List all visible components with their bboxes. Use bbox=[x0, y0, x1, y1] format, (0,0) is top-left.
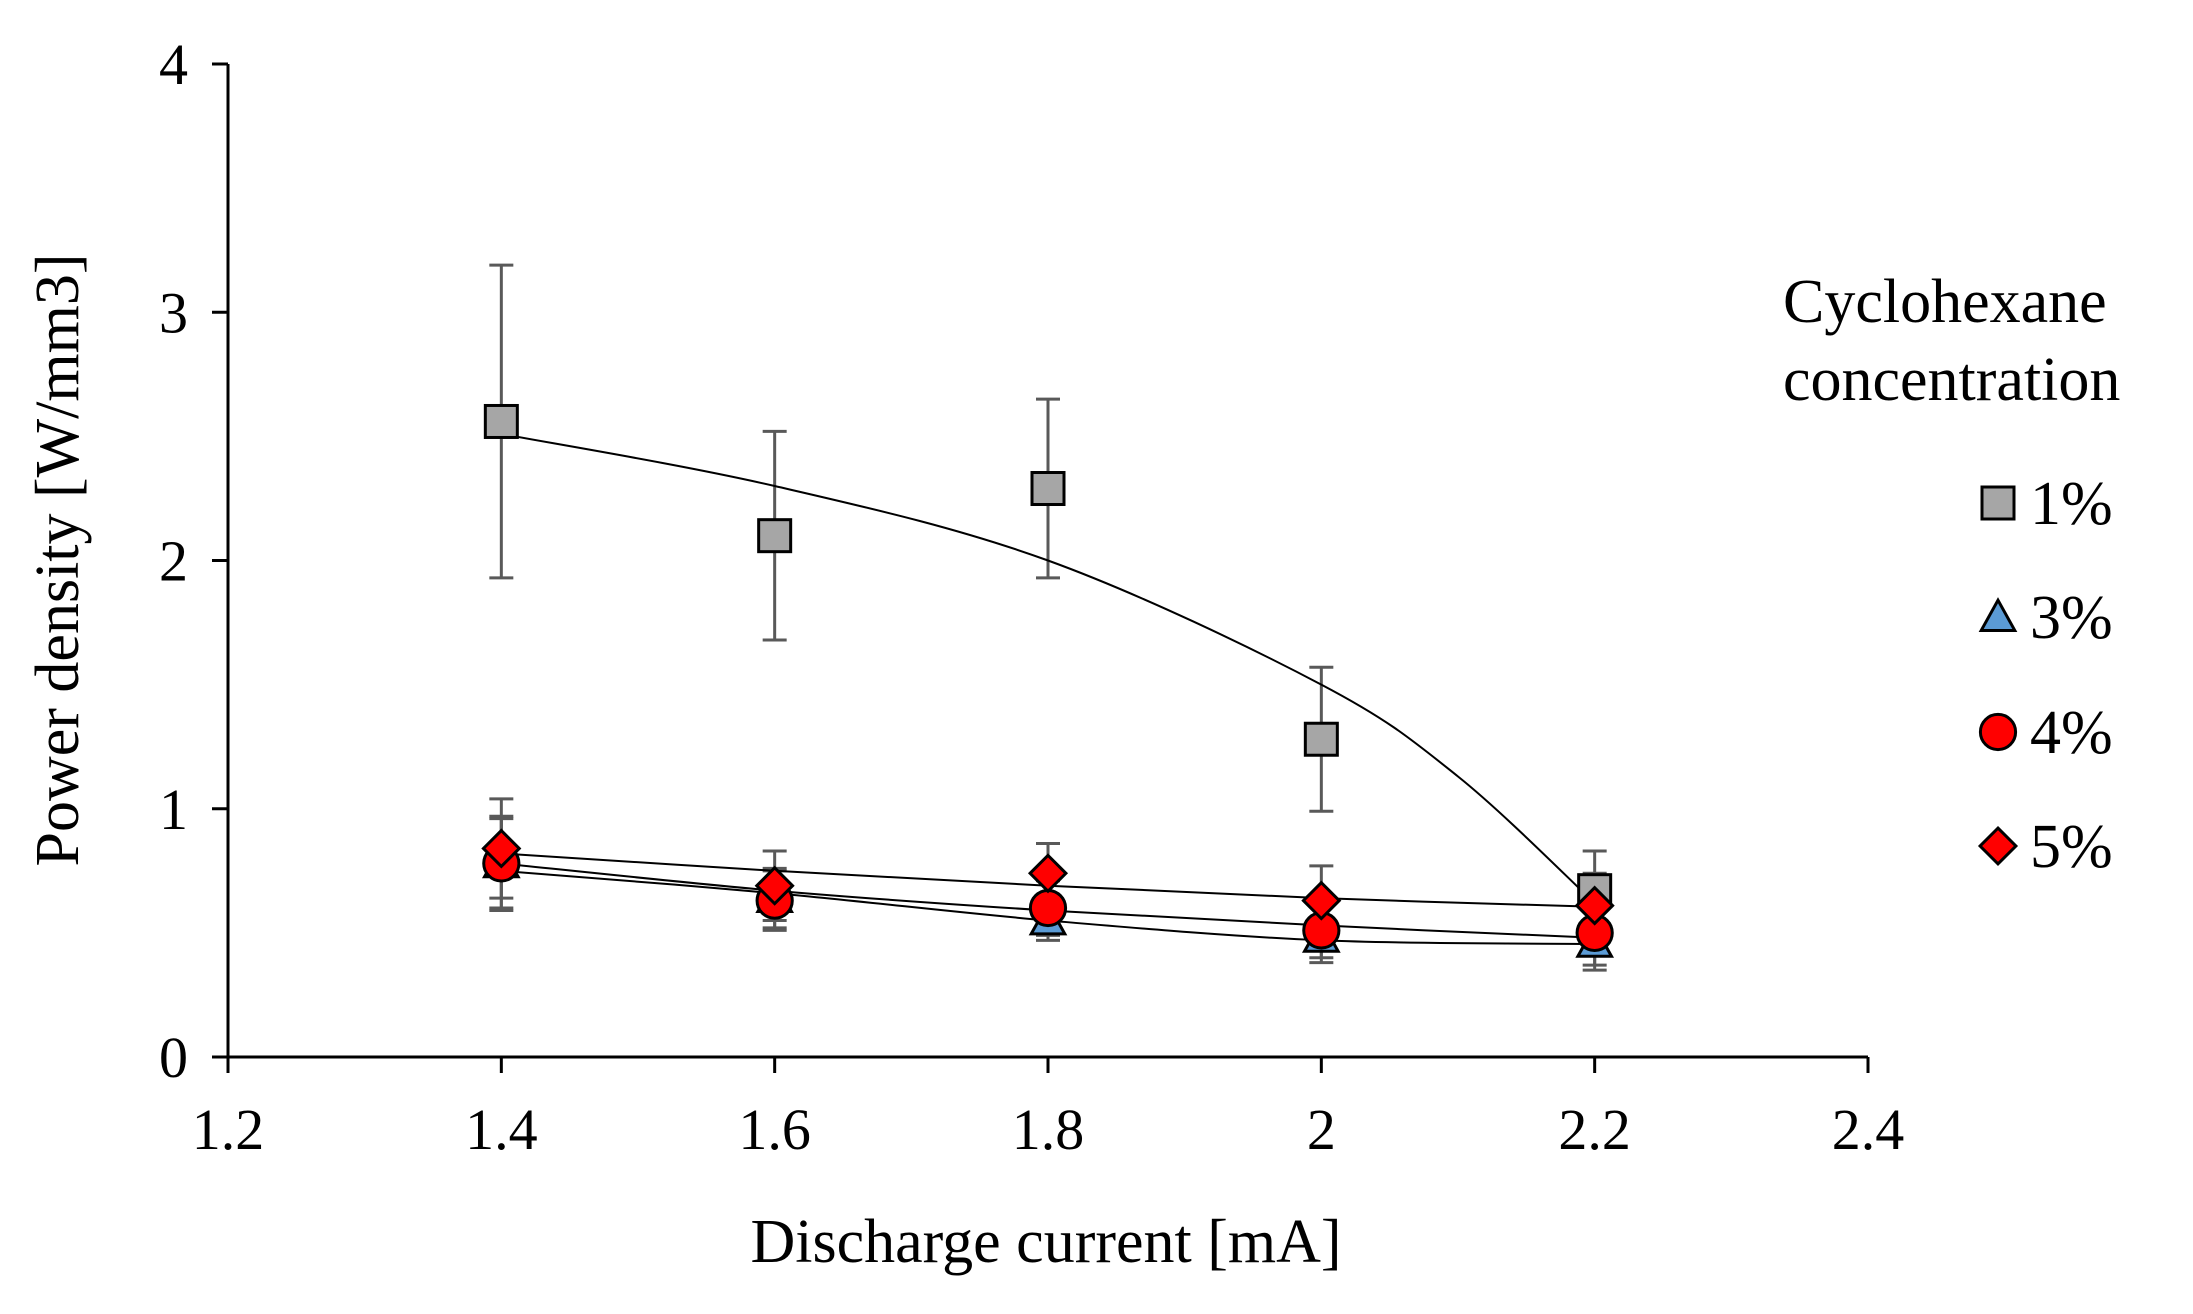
y-tick-label: 1 bbox=[159, 777, 188, 842]
data-point-square bbox=[1030, 471, 1066, 507]
legend-label: 1% bbox=[2030, 470, 2113, 538]
legend-marker-triangle bbox=[1978, 597, 2018, 632]
data-point-diamond bbox=[1301, 880, 1342, 921]
tick-labels: 0 1 2 3 4 1.2 1.4 1.6 1.8 2 2.2 2.4 bbox=[159, 32, 1904, 1162]
legend-items: 1% 3% 4% 5% bbox=[1977, 470, 2113, 881]
data-point-square bbox=[757, 518, 793, 554]
data-point-square bbox=[1303, 721, 1339, 757]
y-axis-title: Power density [W/mm3] bbox=[24, 253, 92, 866]
legend-marker-diamond bbox=[1977, 825, 2019, 867]
data-point-diamond bbox=[754, 865, 795, 906]
data-point-diamond bbox=[481, 828, 522, 869]
x-tick-label: 2.4 bbox=[1832, 1097, 1905, 1162]
legend-title-line-2: concentration bbox=[1783, 346, 2120, 414]
data-point-circle bbox=[1028, 888, 1068, 928]
legend: Cyclohexane concentration 1% 3% 4% 5% bbox=[1783, 268, 2120, 881]
legend-title-line-1: Cyclohexane bbox=[1783, 268, 2107, 336]
axes bbox=[212, 62, 1870, 1073]
data-points bbox=[481, 403, 1615, 958]
x-tick-label: 2.2 bbox=[1558, 1097, 1631, 1162]
legend-marker-circle bbox=[1978, 712, 2018, 752]
y-tick-label: 4 bbox=[159, 32, 188, 97]
legend-marker-square bbox=[1980, 485, 2016, 521]
x-tick-label: 1.4 bbox=[465, 1097, 538, 1162]
legend-label: 4% bbox=[2030, 699, 2113, 767]
trend-line bbox=[501, 432, 1596, 904]
legend-label: 5% bbox=[2030, 813, 2113, 881]
y-tick-label: 0 bbox=[159, 1025, 188, 1090]
data-point-square bbox=[483, 403, 519, 439]
x-tick-label: 1.6 bbox=[738, 1097, 811, 1162]
x-tick-label: 2 bbox=[1307, 1097, 1336, 1162]
legend-label: 3% bbox=[2030, 584, 2113, 652]
y-tick-label: 2 bbox=[159, 529, 188, 594]
y-tick-label: 3 bbox=[159, 280, 188, 345]
x-tick-label: 1.2 bbox=[192, 1097, 265, 1162]
data-point-diamond bbox=[1027, 853, 1069, 894]
x-axis-title: Discharge current [mA] bbox=[750, 1208, 1341, 1276]
data-point-diamond bbox=[1574, 885, 1615, 926]
x-tick-label: 1.8 bbox=[1012, 1097, 1085, 1162]
